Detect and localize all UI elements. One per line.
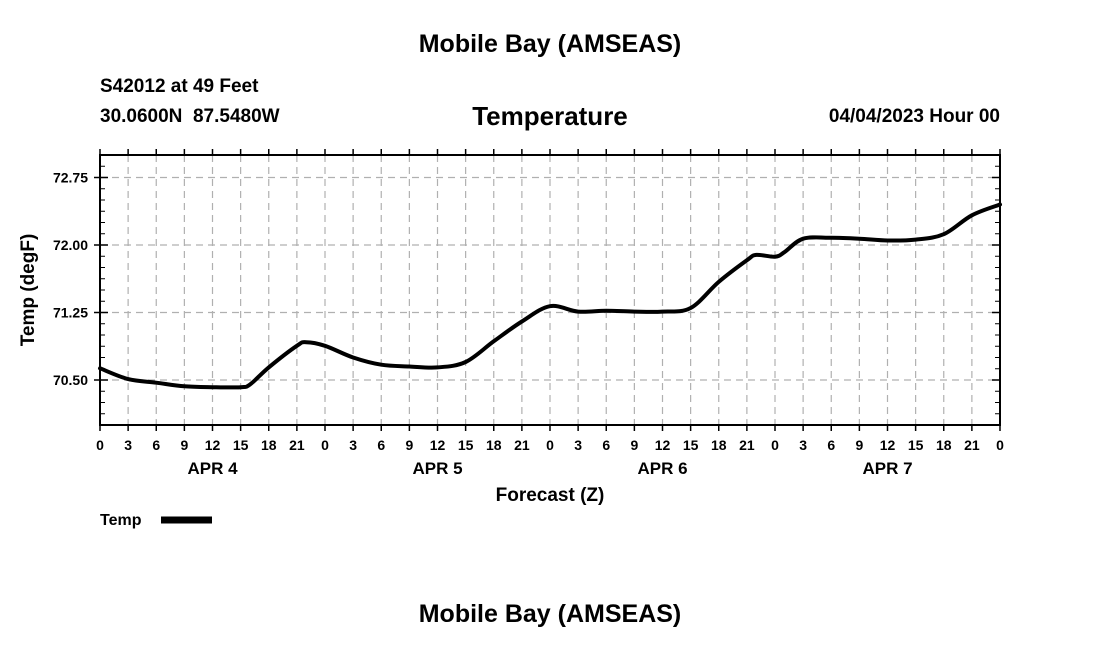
x-tick-label: 3 bbox=[574, 437, 582, 453]
x-tick-label: 6 bbox=[827, 437, 835, 453]
x-tick-label: 12 bbox=[430, 437, 446, 453]
forecast-datetime: 04/04/2023 Hour 00 bbox=[828, 106, 1000, 127]
x-tick-label: 0 bbox=[771, 437, 779, 453]
x-tick-label: 21 bbox=[739, 437, 755, 453]
y-tick-label: 72.75 bbox=[53, 170, 88, 186]
x-tick-label: 15 bbox=[908, 437, 924, 453]
x-tick-label: 3 bbox=[124, 437, 132, 453]
x-tick-label: 0 bbox=[546, 437, 554, 453]
chart-main-title: Mobile Bay (AMSEAS) bbox=[418, 30, 682, 58]
x-axis-label: Forecast (Z) bbox=[496, 485, 605, 506]
x-tick-label: 6 bbox=[602, 437, 610, 453]
x-tick-label: 0 bbox=[996, 437, 1004, 453]
station-label: S42012 at 49 Feet bbox=[100, 76, 259, 97]
coordinates-label: 30.0600N 87.5480W bbox=[100, 106, 280, 127]
x-tick-label: 18 bbox=[936, 437, 952, 453]
x-tick-label: 12 bbox=[205, 437, 221, 453]
temp-series-line bbox=[98, 202, 1002, 390]
x-tick-label: 0 bbox=[321, 437, 329, 453]
day-labels: APR 4 APR 5 APR 6 APR 7 bbox=[187, 459, 912, 478]
y-axis-ticks: 70.50 71.25 72.00 72.75 bbox=[53, 170, 1000, 388]
day-label: APR 7 bbox=[862, 459, 912, 478]
day-label: APR 5 bbox=[412, 459, 462, 478]
x-tick-label: 15 bbox=[233, 437, 249, 453]
y-axis-label: Temp (degF) bbox=[18, 234, 39, 347]
x-tick-label: 21 bbox=[964, 437, 980, 453]
x-tick-label: 6 bbox=[152, 437, 160, 453]
x-tick-label: 21 bbox=[289, 437, 305, 453]
chart-footer-title: Mobile Bay (AMSEAS) bbox=[418, 600, 682, 628]
chart-title: Temperature bbox=[472, 101, 628, 131]
x-axis-ticks: 0 3 6 9 12 15 18 21 0 3 6 9 12 15 18 21 0 3 6 9 12 15 18 21 0 3 6 9… bbox=[96, 149, 1004, 453]
day-label: APR 4 bbox=[187, 459, 238, 478]
y-tick-label: 71.25 bbox=[53, 305, 88, 321]
x-tick-label: 18 bbox=[486, 437, 502, 453]
x-tick-label: 9 bbox=[630, 437, 638, 453]
grid-lines bbox=[100, 155, 1000, 425]
x-tick-label: 9 bbox=[180, 437, 188, 453]
x-tick-label: 12 bbox=[655, 437, 671, 453]
x-tick-label: 3 bbox=[349, 437, 357, 453]
day-label: APR 6 bbox=[637, 459, 687, 478]
x-tick-label: 12 bbox=[880, 437, 896, 453]
x-tick-label: 3 bbox=[799, 437, 807, 453]
legend-label: Temp bbox=[100, 512, 142, 529]
x-tick-label: 21 bbox=[514, 437, 530, 453]
x-tick-label: 18 bbox=[711, 437, 727, 453]
y-tick-label: 72.00 bbox=[53, 237, 88, 253]
x-tick-label: 9 bbox=[855, 437, 863, 453]
x-tick-label: 15 bbox=[683, 437, 699, 453]
x-tick-label: 9 bbox=[405, 437, 413, 453]
x-tick-label: 6 bbox=[377, 437, 385, 453]
x-tick-label: 18 bbox=[261, 437, 277, 453]
x-tick-label: 15 bbox=[458, 437, 474, 453]
y-tick-label: 70.50 bbox=[53, 372, 88, 388]
x-tick-label: 0 bbox=[96, 437, 104, 453]
